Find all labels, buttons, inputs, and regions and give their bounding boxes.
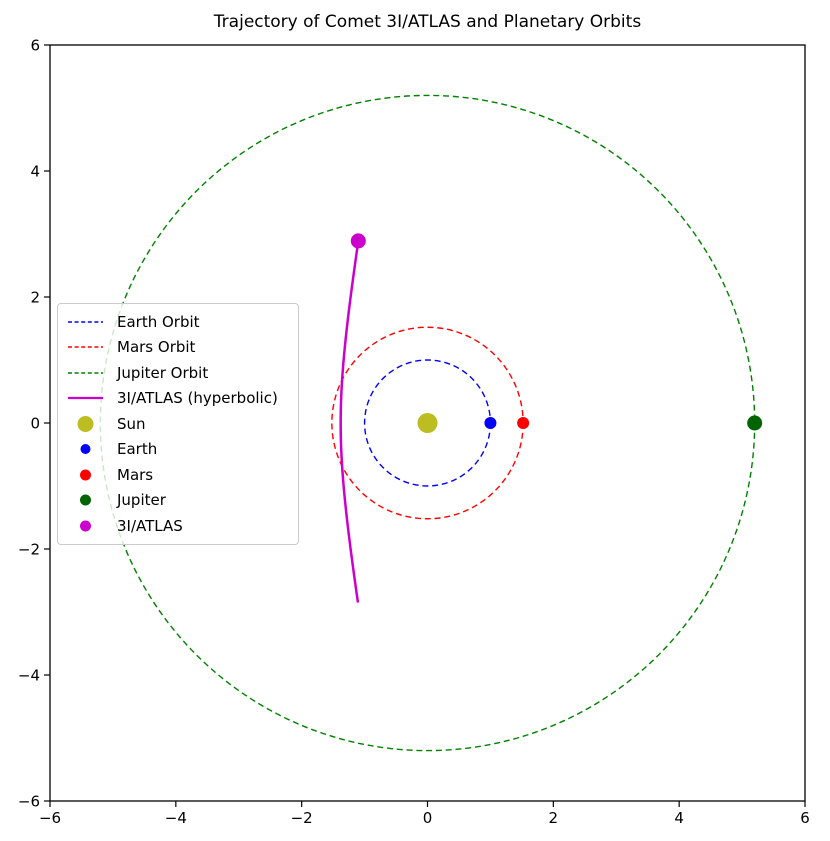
legend-item-jupiter: Jupiter: [67, 488, 298, 514]
legend-jupiter-orbit-icon: [67, 364, 104, 382]
sun-marker: [417, 413, 438, 433]
legend-3i-atlas-hyperbolic-icon: [67, 389, 104, 407]
mars-marker: [517, 417, 530, 429]
x-tick-label: −2: [291, 809, 313, 827]
legend-3i-atlas-icon: [67, 517, 104, 535]
y-tick-label: 4: [30, 162, 40, 180]
legend: Earth Orbit Mars Orbit Jupiter Orbit 3I/ATL…: [57, 303, 299, 545]
legend-label: Jupiter: [117, 491, 166, 510]
legend-label: Sun: [117, 414, 146, 433]
legend-item-earth: Earth: [67, 437, 298, 463]
legend-label: 3I/ATLAS (hyperbolic): [117, 389, 278, 408]
legend-dot: [80, 444, 91, 455]
legend-item-jupiter-orbit: Jupiter Orbit: [67, 360, 298, 386]
chart-title: Trajectory of Comet 3I/ATLAS and Planeta…: [213, 12, 642, 32]
3i-atlas-marker: [350, 233, 366, 249]
earth-marker: [484, 417, 497, 429]
legend-label: Mars Orbit: [117, 338, 196, 357]
x-tick-label: −6: [39, 809, 61, 827]
jupiter-marker: [747, 415, 763, 431]
comet-trajectory-line: [339, 240, 360, 603]
y-tick-label: 0: [30, 414, 40, 432]
x-tick-label: 0: [423, 809, 433, 827]
legend-label: Jupiter Orbit: [117, 363, 209, 382]
legend-item-3i-atlas: 3I/ATLAS: [67, 513, 298, 539]
y-tick-label: −6: [18, 792, 40, 810]
legend-dot: [77, 415, 94, 432]
legend-item-earth-orbit: Earth Orbit: [67, 309, 298, 335]
legend-dot: [80, 520, 91, 532]
y-tick-label: 6: [30, 36, 40, 54]
legend-item-mars-orbit: Mars Orbit: [67, 335, 298, 361]
legend-label: Mars: [117, 465, 154, 484]
legend-jupiter-icon: [67, 491, 104, 509]
legend-item-3i-atlas-hyperbolic: 3I/ATLAS (hyperbolic): [67, 386, 298, 412]
legend-mars-icon: [67, 466, 104, 484]
legend-dot: [80, 494, 91, 506]
legend-item-sun: Sun: [67, 411, 298, 437]
y-tick-label: −4: [18, 666, 40, 684]
legend-label: Earth: [117, 440, 158, 459]
x-tick-label: 2: [549, 809, 559, 827]
legend-label: Earth Orbit: [117, 312, 200, 331]
legend-dot: [80, 469, 91, 481]
x-tick-label: 6: [800, 809, 810, 827]
legend-item-mars: Mars: [67, 462, 298, 488]
legend-sun-icon: [67, 415, 104, 433]
legend-label: 3I/ATLAS: [117, 516, 183, 535]
legend-earth-orbit-icon: [67, 313, 104, 331]
x-tick-label: −4: [165, 809, 187, 827]
x-tick-label: 4: [674, 809, 684, 827]
y-tick-label: −2: [18, 540, 40, 558]
legend-mars-orbit-icon: [67, 338, 104, 356]
legend-earth-icon: [67, 440, 104, 458]
y-tick-label: 2: [30, 288, 40, 306]
